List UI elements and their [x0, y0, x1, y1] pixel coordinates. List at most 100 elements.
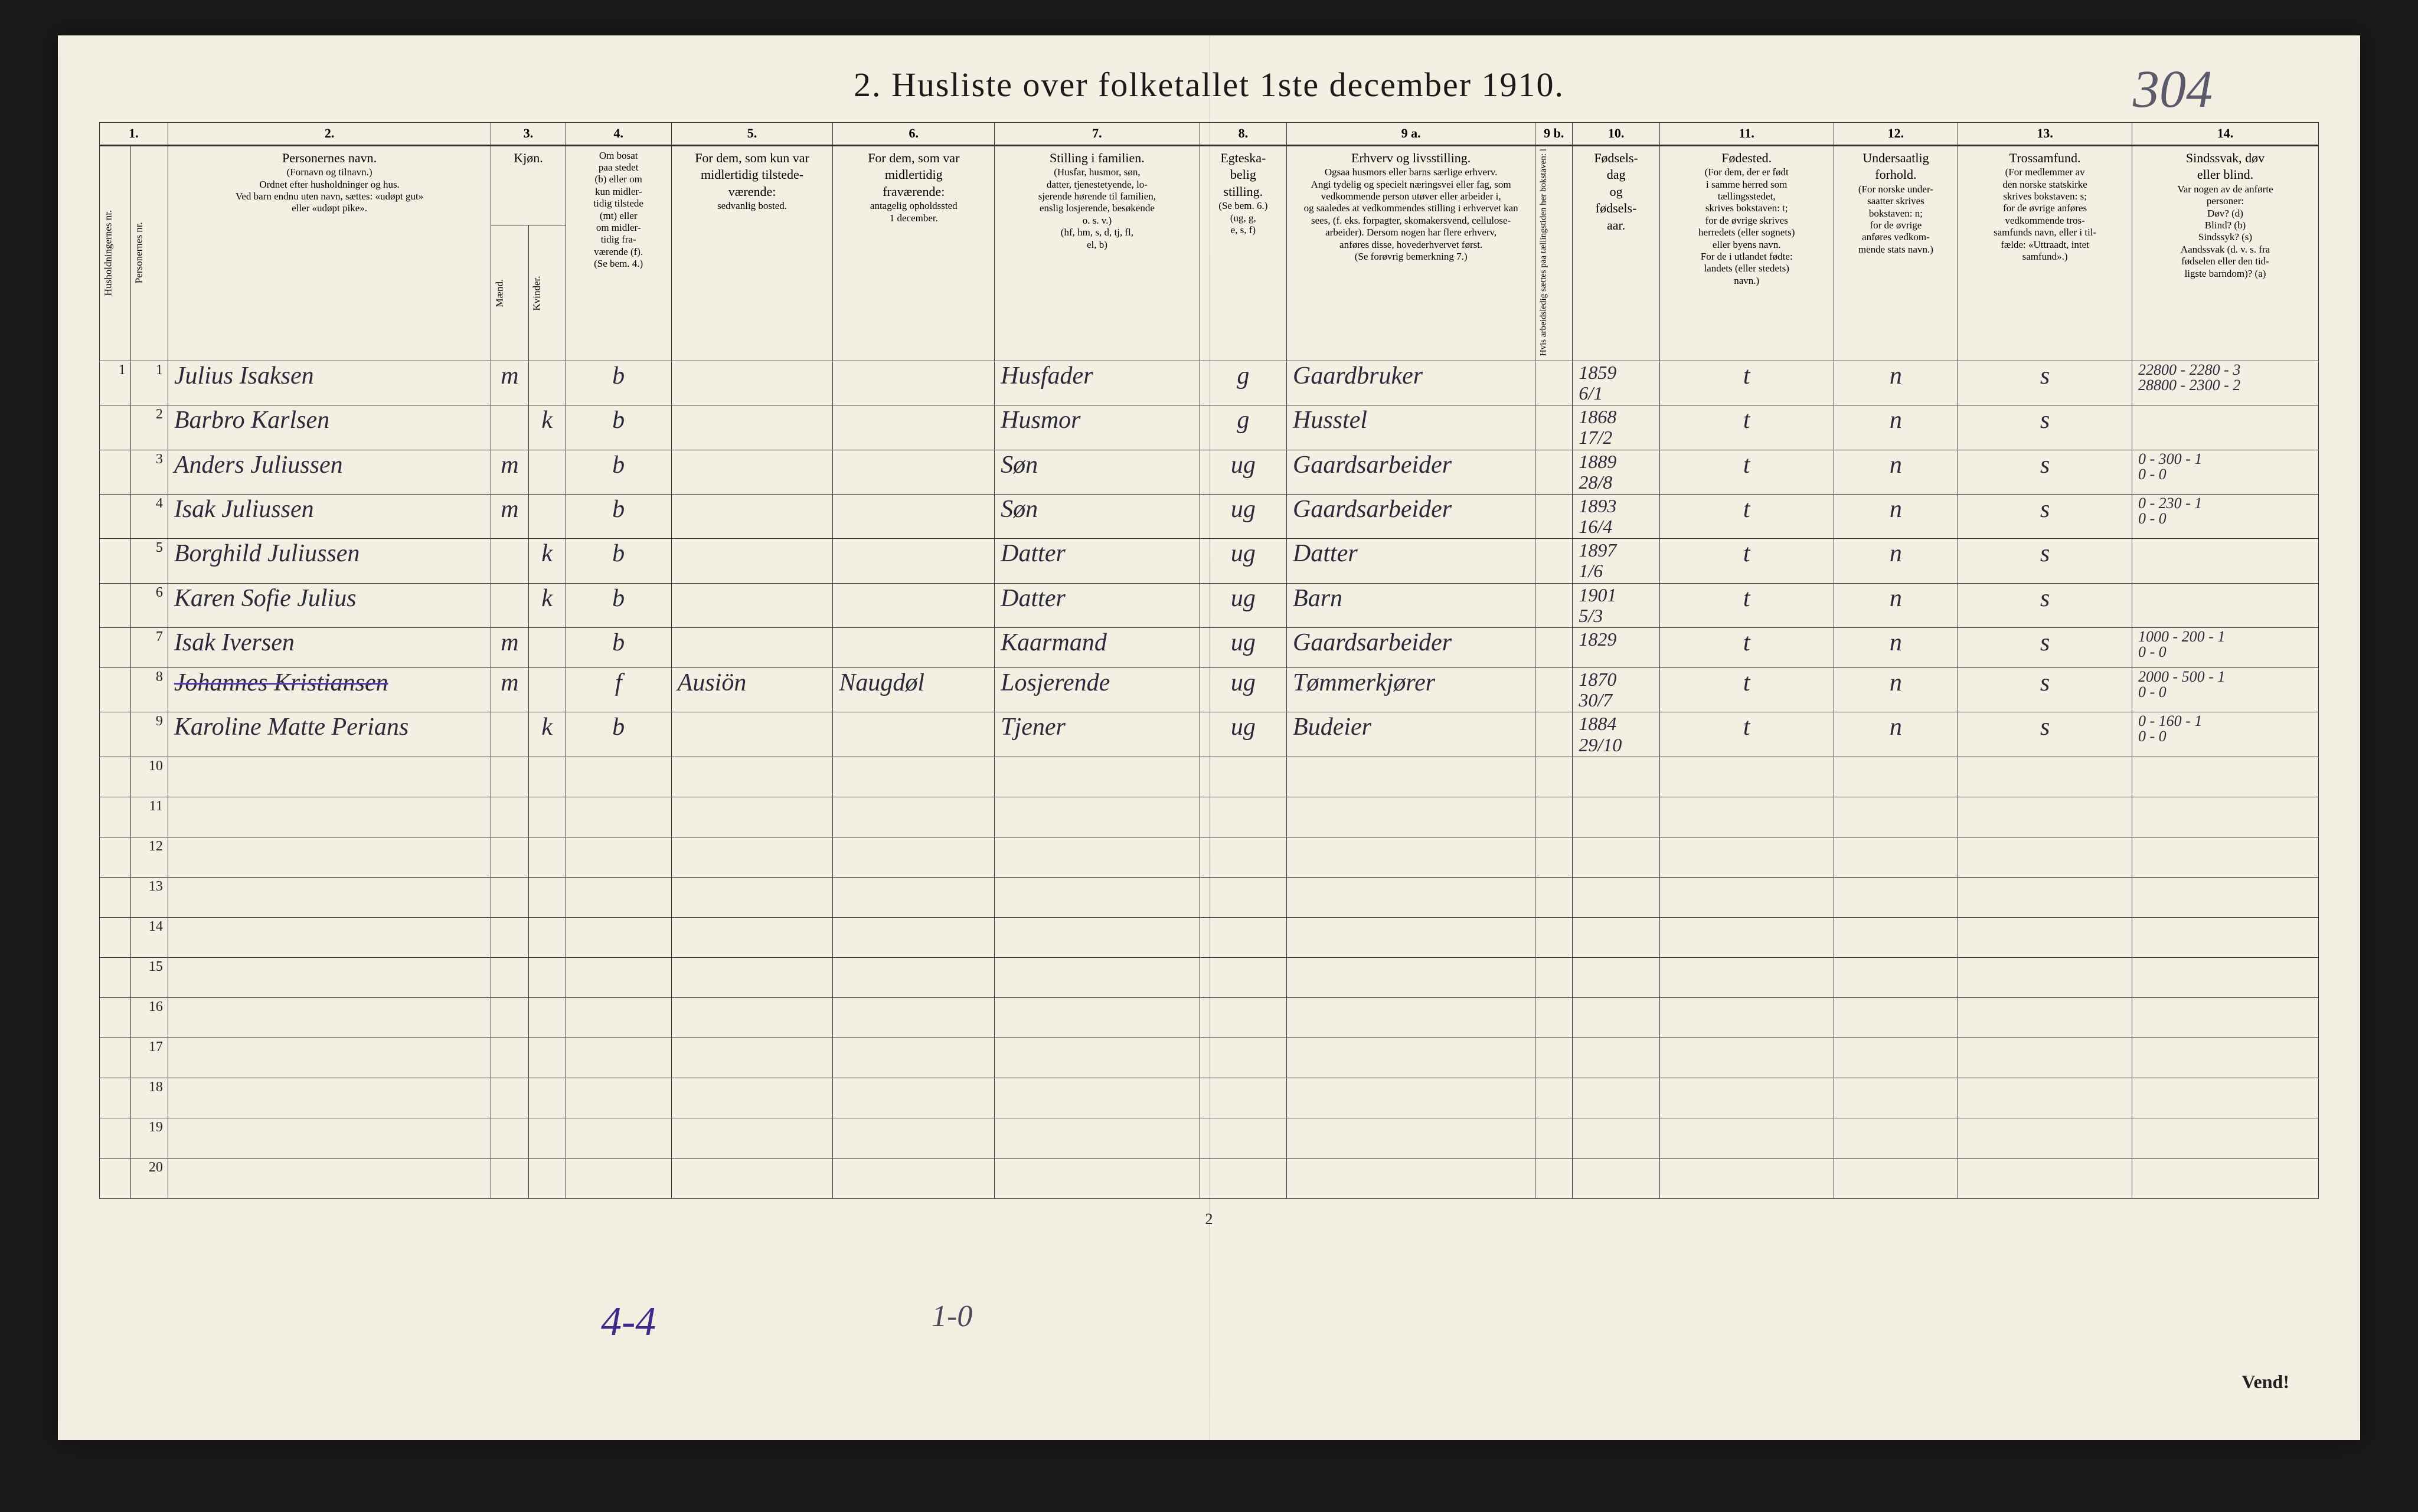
cell: [833, 450, 995, 494]
cell: s: [1958, 361, 2132, 405]
cell: t: [1659, 539, 1834, 583]
hdr-sex: Kjøn.: [491, 145, 566, 225]
cell: [995, 917, 1200, 957]
cell: [671, 539, 833, 583]
cell: [671, 757, 833, 797]
cell: [528, 997, 566, 1038]
cell: n: [1834, 361, 1958, 405]
cell: Barbro Karlsen: [168, 405, 491, 450]
cell: [1535, 583, 1573, 627]
cell: [833, 877, 995, 917]
cell: [528, 917, 566, 957]
cell: [1200, 877, 1286, 917]
cell: 1870 30/7: [1573, 668, 1659, 712]
hdr-erhverv: Erhverv og livsstilling. Ogsaa husmors e…: [1287, 145, 1535, 361]
cell: s: [1958, 583, 2132, 627]
cell: [833, 837, 995, 877]
cell: [2132, 1078, 2319, 1118]
cell: [566, 1118, 671, 1158]
cell: [2132, 837, 2319, 877]
cell: [833, 797, 995, 837]
cell: [995, 1118, 1200, 1158]
cell: [528, 1038, 566, 1078]
hdr-stilling: Stilling i familien. (Husfar, husmor, sø…: [995, 145, 1200, 361]
cell: Karoline Matte Perians: [168, 712, 491, 757]
cell: 1829: [1573, 628, 1659, 668]
cell: [1535, 361, 1573, 405]
cell: Datter: [1287, 539, 1535, 583]
hdr-sind-sub: Var nogen av de anførte personer: Døv? (…: [2135, 184, 2316, 280]
cell: [1535, 405, 1573, 450]
cell: [671, 917, 833, 957]
cell: n: [1834, 668, 1958, 712]
cell: Tømmerkjører: [1287, 668, 1535, 712]
hdr-stilling-sub: (Husfar, husmor, søn, datter, tjenestety…: [997, 166, 1197, 251]
cell: [2132, 1158, 2319, 1198]
cell: [1535, 494, 1573, 538]
cell: Husfader: [995, 361, 1200, 405]
hdr-fr-sub: antagelig opholdssted 1 december.: [835, 200, 992, 224]
cell: [1958, 797, 2132, 837]
cell: k: [528, 712, 566, 757]
cell: [1200, 1038, 1286, 1078]
cell: 22800 - 2280 - 3 28800 - 2300 - 2: [2132, 361, 2319, 405]
cell: 8: [130, 668, 168, 712]
cell: [528, 450, 566, 494]
cell: 4: [130, 494, 168, 538]
cell: [100, 1158, 131, 1198]
cell: [2132, 757, 2319, 797]
cell: [1958, 957, 2132, 997]
cell: [671, 997, 833, 1038]
cell: Borghild Juliussen: [168, 539, 491, 583]
cell: [833, 583, 995, 627]
census-page: 304 2. Husliste over folketallet 1ste de…: [58, 35, 2360, 1440]
cell: k: [528, 583, 566, 627]
cell: ug: [1200, 628, 1286, 668]
cell: [1200, 1158, 1286, 1198]
cell: [566, 957, 671, 997]
cell: n: [1834, 712, 1958, 757]
cell: [1834, 797, 1958, 837]
cell: [491, 797, 528, 837]
cell: [2132, 797, 2319, 837]
cell: [100, 837, 131, 877]
cell: [1573, 1158, 1659, 1198]
cell: [1573, 757, 1659, 797]
cell: [168, 1078, 491, 1118]
cell: 1: [130, 361, 168, 405]
cell: [1200, 917, 1286, 957]
cell: [1200, 957, 1286, 997]
cell: s: [1958, 712, 2132, 757]
cell: [1535, 668, 1573, 712]
cell: 1000 - 200 - 1 0 - 0: [2132, 628, 2319, 668]
cell: 2: [130, 405, 168, 450]
cell: [1958, 837, 2132, 877]
cell: [1573, 877, 1659, 917]
cell: 9: [130, 712, 168, 757]
cell: [1834, 957, 1958, 997]
cell: [491, 405, 528, 450]
cell: [671, 797, 833, 837]
hdr-egt: Egteska- belig stilling. (Se bem. 6.) (u…: [1200, 145, 1286, 361]
cell: [1535, 450, 1573, 494]
hdr-mt-sub: sedvanlig bosted.: [674, 200, 831, 212]
cell: Gaardsarbeider: [1287, 494, 1535, 538]
cell: [1287, 957, 1535, 997]
cell: Isak Iversen: [168, 628, 491, 668]
cell: [528, 668, 566, 712]
cell: n: [1834, 405, 1958, 450]
cell: Søn: [995, 494, 1200, 538]
cell: Datter: [995, 539, 1200, 583]
cell: [995, 837, 1200, 877]
cell: [671, 361, 833, 405]
cell: [100, 1078, 131, 1118]
cell: [1200, 797, 1286, 837]
cell: Julius Isaksen: [168, 361, 491, 405]
cell: [1535, 712, 1573, 757]
col-number: 5.: [671, 123, 833, 146]
cell: [1659, 797, 1834, 837]
cell: [1535, 797, 1573, 837]
cell: [1834, 1158, 1958, 1198]
hdr-tros-sub: (For medlemmer av den norske statskirke …: [1960, 166, 2129, 263]
cell: [528, 361, 566, 405]
